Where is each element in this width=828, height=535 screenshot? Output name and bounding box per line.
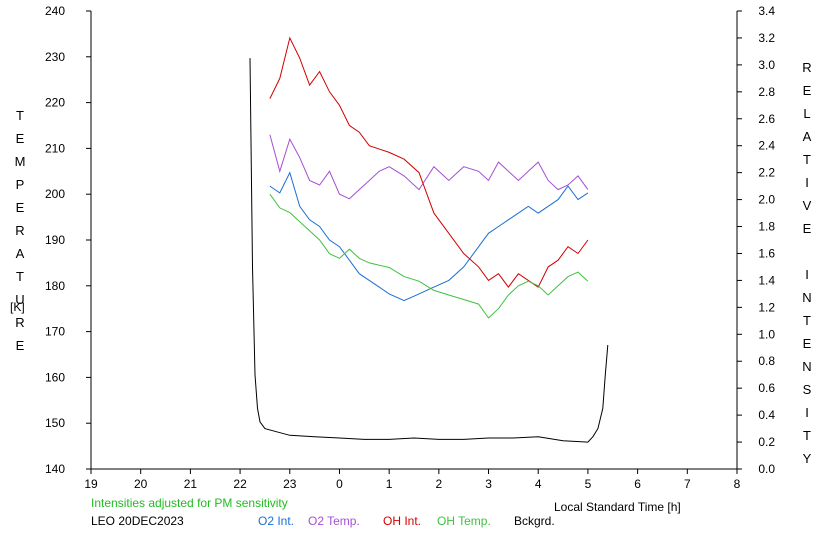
y-left-tick-label: 150 [45,416,65,430]
y-right-tick-label: 0.4 [758,408,775,422]
right-axis-title-letter: R [802,60,812,75]
legend-item-o2-int: O2 Int. [258,514,295,528]
y-right-tick-label: 1.0 [758,327,775,341]
y-left-tick-label: 190 [45,233,65,247]
legend-item-oh-temp: OH Temp. [437,514,491,528]
right-axis-title-letter: S [802,382,812,397]
right-axis-title-letter [797,240,817,263]
y-right-tick-label: 2.0 [758,193,775,207]
y-right-tick-label: 1.6 [758,246,775,260]
y-right-tick-label: 0.2 [758,435,775,449]
right-axis-title-letter: T [803,152,811,167]
right-axis-title-letter: N [802,290,812,305]
x-tick-label: 4 [535,477,542,491]
left-axis-title-letter: E [15,200,25,215]
station-date-label: LEO 20DEC2023 [91,514,184,528]
left-axis-title-letter: E [15,131,25,146]
y-left-tick-label: 230 [45,50,65,64]
x-tick-label: 1 [386,477,393,491]
right-axis-title-letter: Y [802,451,812,466]
left-axis-title-letter: T [16,269,24,284]
left-axis-title-letter: R [15,223,25,238]
left-axis-title-letter: A [15,246,25,261]
x-tick-label: 5 [585,477,592,491]
legend-item-bckgrd: Bckgrd. [514,514,555,528]
right-axis-title-letter: T [803,428,811,443]
right-axis-title-letter: E [802,336,812,351]
right-axis-title-letter: A [802,129,812,144]
y-left-tick-label: 170 [45,325,65,339]
left-axis-title-letter: R [15,315,25,330]
x-tick-label: 0 [336,477,343,491]
right-axis-title-letter: E [802,83,812,98]
legend-item-o2-temp: O2 Temp. [308,514,360,528]
series-bckgrd [249,58,609,443]
y-right-tick-label: 2.4 [758,139,775,153]
x-tick-label: 20 [134,477,148,491]
y-right-tick-label: 0.8 [758,354,775,368]
y-right-tick-label: 3.4 [758,4,775,18]
x-tick-label: 6 [634,477,641,491]
y-left-tick-label: 240 [45,4,65,18]
y-right-tick-label: 3.0 [758,58,775,72]
right-axis-title-letter: I [805,175,809,190]
y-right-tick-label: 0.0 [758,462,775,476]
x-tick-label: 7 [684,477,691,491]
left-axis-title-letter: P [15,177,25,192]
right-axis-title-letter: L [803,106,811,121]
series-oh-int [269,36,589,288]
right-axis-title-letter: I [805,405,809,420]
y-right-tick-label: 3.2 [758,31,775,45]
right-axis-title-letter: E [802,221,812,236]
y-left-tick-label: 160 [45,370,65,384]
x-tick-label: 8 [734,477,741,491]
y-right-tick-label: 1.8 [758,220,775,234]
right-axis-title-letter: I [805,267,809,282]
y-right-tick-label: 1.2 [758,300,775,314]
y-right-tick-label: 1.4 [758,273,775,287]
pm-sensitivity-note: Intensities adjusted for PM sensitivity [91,496,288,510]
x-tick-label: 19 [84,477,98,491]
x-tick-label: 2 [436,477,443,491]
x-tick-label: 23 [283,477,297,491]
left-axis-title-letter: M [14,154,26,169]
x-tick-label: 22 [233,477,247,491]
right-axis-title-letter: T [803,313,811,328]
y-right-tick-label: 2.2 [758,166,775,180]
series-o2-int [269,171,589,302]
x-axis-title: Local Standard Time [h] [554,500,681,514]
left-axis-title-letter: T [16,108,24,123]
y-left-tick-label: 210 [45,141,65,155]
left-axis-title-letter: U [15,292,25,307]
series-oh-temp [269,193,589,319]
legend-item-oh-int: OH Int. [383,514,422,528]
left-axis-unit: [K] [10,300,25,314]
left-axis-title-letter: E [15,338,25,353]
y-left-tick-label: 220 [45,96,65,110]
y-right-tick-label: 2.6 [758,112,775,126]
x-tick-label: 21 [184,477,198,491]
y-left-tick-label: 140 [45,462,65,476]
right-axis-title-letter: V [802,198,812,213]
series-o2-temp [269,134,589,200]
right-axis-title-letter: N [802,359,812,374]
x-tick-label: 3 [485,477,492,491]
y-right-tick-label: 2.8 [758,85,775,99]
y-left-tick-label: 180 [45,279,65,293]
y-left-tick-label: 200 [45,187,65,201]
y-right-tick-label: 0.6 [758,381,775,395]
